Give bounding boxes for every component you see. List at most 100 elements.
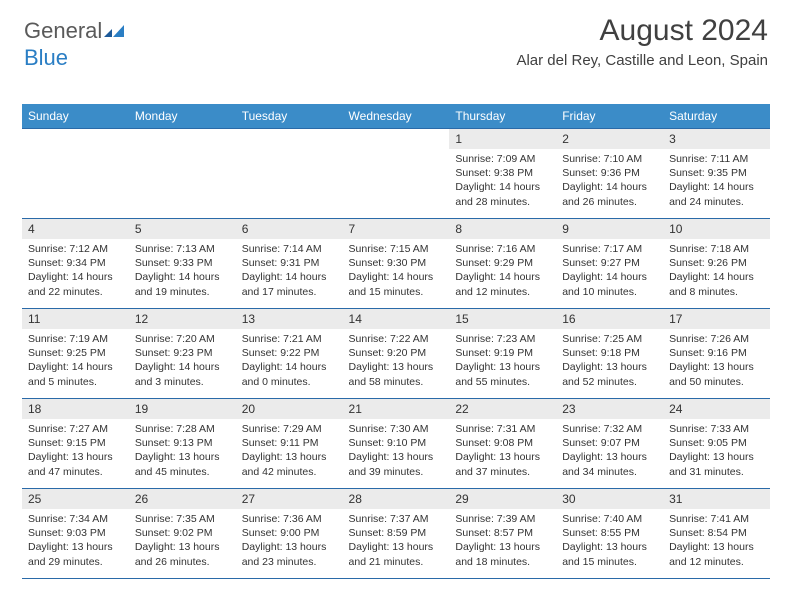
- detail-line-sunset: Sunset: 9:03 PM: [28, 526, 123, 540]
- detail-line-daylight1: Daylight: 13 hours: [349, 450, 444, 464]
- detail-line-sunrise: Sunrise: 7:31 AM: [455, 422, 550, 436]
- day-number: 11: [22, 309, 129, 329]
- calendar-cell: 5Sunrise: 7:13 AMSunset: 9:33 PMDaylight…: [129, 219, 236, 309]
- calendar-cell: 9Sunrise: 7:17 AMSunset: 9:27 PMDaylight…: [556, 219, 663, 309]
- calendar-cell: 24Sunrise: 7:33 AMSunset: 9:05 PMDayligh…: [663, 399, 770, 489]
- day-details: Sunrise: 7:20 AMSunset: 9:23 PMDaylight:…: [129, 329, 236, 392]
- detail-line-daylight1: Daylight: 13 hours: [455, 360, 550, 374]
- detail-line-sunrise: Sunrise: 7:20 AM: [135, 332, 230, 346]
- day-details: Sunrise: 7:09 AMSunset: 9:38 PMDaylight:…: [449, 149, 556, 212]
- logo-flag-icon: [104, 19, 126, 45]
- day-details: Sunrise: 7:32 AMSunset: 9:07 PMDaylight:…: [556, 419, 663, 482]
- calendar-cell: 12Sunrise: 7:20 AMSunset: 9:23 PMDayligh…: [129, 309, 236, 399]
- detail-line-sunrise: Sunrise: 7:09 AM: [455, 152, 550, 166]
- detail-line-sunset: Sunset: 9:05 PM: [669, 436, 764, 450]
- day-details: Sunrise: 7:25 AMSunset: 9:18 PMDaylight:…: [556, 329, 663, 392]
- weekday-header: Friday: [556, 104, 663, 129]
- detail-line-daylight2: and 12 minutes.: [455, 285, 550, 299]
- detail-line-daylight2: and 22 minutes.: [28, 285, 123, 299]
- day-number: 2: [556, 129, 663, 149]
- detail-line-daylight1: Daylight: 14 hours: [349, 270, 444, 284]
- detail-line-sunrise: Sunrise: 7:22 AM: [349, 332, 444, 346]
- detail-line-daylight2: and 8 minutes.: [669, 285, 764, 299]
- calendar-cell: 8Sunrise: 7:16 AMSunset: 9:29 PMDaylight…: [449, 219, 556, 309]
- detail-line-daylight2: and 26 minutes.: [135, 555, 230, 569]
- detail-line-daylight2: and 15 minutes.: [562, 555, 657, 569]
- day-details: Sunrise: 7:29 AMSunset: 9:11 PMDaylight:…: [236, 419, 343, 482]
- detail-line-sunset: Sunset: 8:55 PM: [562, 526, 657, 540]
- calendar-cell: 13Sunrise: 7:21 AMSunset: 9:22 PMDayligh…: [236, 309, 343, 399]
- detail-line-sunset: Sunset: 9:33 PM: [135, 256, 230, 270]
- detail-line-sunrise: Sunrise: 7:28 AM: [135, 422, 230, 436]
- day-number: 13: [236, 309, 343, 329]
- page-title: August 2024: [516, 14, 768, 48]
- day-details: Sunrise: 7:10 AMSunset: 9:36 PMDaylight:…: [556, 149, 663, 212]
- day-number: 31: [663, 489, 770, 509]
- detail-line-daylight2: and 23 minutes.: [242, 555, 337, 569]
- calendar-cell: 25Sunrise: 7:34 AMSunset: 9:03 PMDayligh…: [22, 489, 129, 579]
- detail-line-sunrise: Sunrise: 7:40 AM: [562, 512, 657, 526]
- day-details: Sunrise: 7:21 AMSunset: 9:22 PMDaylight:…: [236, 329, 343, 392]
- detail-line-daylight1: Daylight: 13 hours: [135, 450, 230, 464]
- detail-line-daylight1: Daylight: 13 hours: [242, 450, 337, 464]
- detail-line-sunset: Sunset: 9:29 PM: [455, 256, 550, 270]
- detail-line-sunrise: Sunrise: 7:12 AM: [28, 242, 123, 256]
- day-number: 9: [556, 219, 663, 239]
- header: August 2024 Alar del Rey, Castille and L…: [516, 14, 768, 69]
- calendar-cell: 17Sunrise: 7:26 AMSunset: 9:16 PMDayligh…: [663, 309, 770, 399]
- calendar-cell: 18Sunrise: 7:27 AMSunset: 9:15 PMDayligh…: [22, 399, 129, 489]
- detail-line-daylight1: Daylight: 14 hours: [28, 360, 123, 374]
- calendar-cell: 7Sunrise: 7:15 AMSunset: 9:30 PMDaylight…: [343, 219, 450, 309]
- detail-line-sunset: Sunset: 9:07 PM: [562, 436, 657, 450]
- calendar-cell: 30Sunrise: 7:40 AMSunset: 8:55 PMDayligh…: [556, 489, 663, 579]
- calendar-row: 18Sunrise: 7:27 AMSunset: 9:15 PMDayligh…: [22, 399, 770, 489]
- detail-line-daylight1: Daylight: 14 hours: [28, 270, 123, 284]
- day-number: 30: [556, 489, 663, 509]
- day-details: Sunrise: 7:19 AMSunset: 9:25 PMDaylight:…: [22, 329, 129, 392]
- day-details: Sunrise: 7:13 AMSunset: 9:33 PMDaylight:…: [129, 239, 236, 302]
- detail-line-daylight1: Daylight: 13 hours: [669, 360, 764, 374]
- detail-line-sunset: Sunset: 9:31 PM: [242, 256, 337, 270]
- weekday-header: Sunday: [22, 104, 129, 129]
- day-details: Sunrise: 7:14 AMSunset: 9:31 PMDaylight:…: [236, 239, 343, 302]
- day-number: 21: [343, 399, 450, 419]
- detail-line-sunset: Sunset: 8:57 PM: [455, 526, 550, 540]
- detail-line-daylight2: and 19 minutes.: [135, 285, 230, 299]
- calendar-cell: 2Sunrise: 7:10 AMSunset: 9:36 PMDaylight…: [556, 129, 663, 219]
- detail-line-sunrise: Sunrise: 7:25 AM: [562, 332, 657, 346]
- calendar-cell: 31Sunrise: 7:41 AMSunset: 8:54 PMDayligh…: [663, 489, 770, 579]
- detail-line-daylight1: Daylight: 14 hours: [242, 270, 337, 284]
- weekday-header: Wednesday: [343, 104, 450, 129]
- calendar-row: ....1Sunrise: 7:09 AMSunset: 9:38 PMDayl…: [22, 129, 770, 219]
- detail-line-sunset: Sunset: 9:16 PM: [669, 346, 764, 360]
- detail-line-sunrise: Sunrise: 7:39 AM: [455, 512, 550, 526]
- calendar-cell: 15Sunrise: 7:23 AMSunset: 9:19 PMDayligh…: [449, 309, 556, 399]
- calendar-cell: 11Sunrise: 7:19 AMSunset: 9:25 PMDayligh…: [22, 309, 129, 399]
- detail-line-daylight1: Daylight: 14 hours: [455, 180, 550, 194]
- detail-line-sunset: Sunset: 9:36 PM: [562, 166, 657, 180]
- detail-line-daylight2: and 29 minutes.: [28, 555, 123, 569]
- detail-line-daylight2: and 31 minutes.: [669, 465, 764, 479]
- detail-line-daylight2: and 18 minutes.: [455, 555, 550, 569]
- day-details: Sunrise: 7:39 AMSunset: 8:57 PMDaylight:…: [449, 509, 556, 572]
- detail-line-daylight2: and 42 minutes.: [242, 465, 337, 479]
- day-number: 3: [663, 129, 770, 149]
- detail-line-daylight2: and 39 minutes.: [349, 465, 444, 479]
- day-number: 18: [22, 399, 129, 419]
- detail-line-daylight1: Daylight: 14 hours: [242, 360, 337, 374]
- day-details: Sunrise: 7:28 AMSunset: 9:13 PMDaylight:…: [129, 419, 236, 482]
- detail-line-sunrise: Sunrise: 7:32 AM: [562, 422, 657, 436]
- day-details: Sunrise: 7:11 AMSunset: 9:35 PMDaylight:…: [663, 149, 770, 212]
- detail-line-daylight2: and 15 minutes.: [349, 285, 444, 299]
- detail-line-daylight1: Daylight: 13 hours: [669, 450, 764, 464]
- detail-line-sunrise: Sunrise: 7:10 AM: [562, 152, 657, 166]
- detail-line-daylight2: and 21 minutes.: [349, 555, 444, 569]
- calendar-cell: 28Sunrise: 7:37 AMSunset: 8:59 PMDayligh…: [343, 489, 450, 579]
- detail-line-sunset: Sunset: 9:34 PM: [28, 256, 123, 270]
- day-details: Sunrise: 7:36 AMSunset: 9:00 PMDaylight:…: [236, 509, 343, 572]
- detail-line-sunset: Sunset: 9:13 PM: [135, 436, 230, 450]
- day-number: 15: [449, 309, 556, 329]
- detail-line-sunrise: Sunrise: 7:15 AM: [349, 242, 444, 256]
- detail-line-daylight2: and 12 minutes.: [669, 555, 764, 569]
- detail-line-sunrise: Sunrise: 7:27 AM: [28, 422, 123, 436]
